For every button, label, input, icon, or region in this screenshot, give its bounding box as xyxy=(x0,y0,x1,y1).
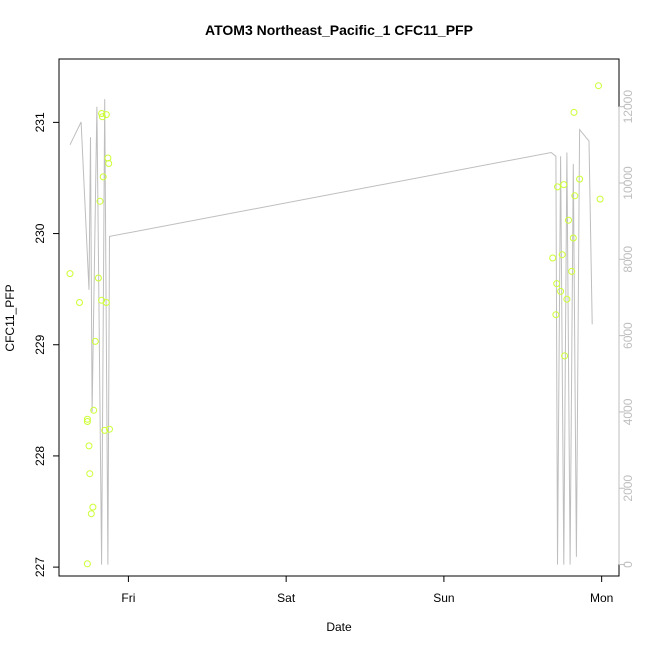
data-point-1 xyxy=(76,299,83,306)
data-point-22 xyxy=(106,425,113,433)
right-tick-label: 4000 xyxy=(621,398,635,425)
data-point-15 xyxy=(98,113,106,121)
data-point-11 xyxy=(94,274,102,282)
series-line-1 xyxy=(69,99,593,565)
data-point-17 xyxy=(101,426,109,434)
data-point-33 xyxy=(568,267,576,275)
data-point-16 xyxy=(99,173,107,181)
left-axis: 227 228 229 230 231 xyxy=(33,112,60,577)
data-point-21 xyxy=(105,160,113,167)
right-axis: 0 2000 4000 6000 8000 10000 12000 xyxy=(618,90,635,568)
data-point-8 xyxy=(89,503,97,511)
bottom-tick-label: Mon xyxy=(590,591,613,605)
right-tick-label: 8000 xyxy=(621,246,635,273)
data-point-4 xyxy=(83,560,91,568)
data-point-27 xyxy=(557,287,565,295)
data-point-2 xyxy=(83,418,91,425)
bottom-tick-label: Sat xyxy=(277,591,296,605)
data-point-25 xyxy=(553,280,561,288)
left-tick-label: 229 xyxy=(33,334,47,354)
data-point-3 xyxy=(83,415,91,423)
plot-frame xyxy=(58,58,620,577)
bottom-axis: Fri Sat Sun Mon xyxy=(121,575,613,605)
data-point-28 xyxy=(558,251,566,259)
data-point-10 xyxy=(91,337,99,345)
data-point-32 xyxy=(565,216,572,224)
y-axis-title: CFC11_PFP xyxy=(3,284,17,351)
data-point-37 xyxy=(576,175,584,183)
bottom-tick-label: Sun xyxy=(433,591,454,605)
left-tick-label: 230 xyxy=(33,223,47,243)
data-point-34 xyxy=(569,234,577,242)
data-point-29 xyxy=(560,181,568,189)
data-point-24 xyxy=(552,311,560,319)
data-point-30 xyxy=(561,352,569,360)
data-point-38 xyxy=(595,82,602,90)
data-point-35 xyxy=(570,108,578,116)
left-tick-label: 227 xyxy=(33,557,47,577)
x-axis-title: Date xyxy=(326,620,352,634)
data-point-23 xyxy=(549,254,557,262)
data-point-14 xyxy=(98,110,106,117)
data-point-39 xyxy=(596,195,604,203)
data-point-31 xyxy=(563,295,571,303)
data-point-36 xyxy=(571,192,579,200)
right-tick-label: 0 xyxy=(621,561,635,568)
data-point-18 xyxy=(102,299,110,306)
left-tick-label: 231 xyxy=(33,112,47,132)
right-tick-label: 10000 xyxy=(621,166,635,200)
data-point-12 xyxy=(96,197,104,205)
chart-title: ATOM3 Northeast_Pacific_1 CFC11_PFP xyxy=(205,22,473,38)
data-point-6 xyxy=(86,470,94,478)
data-point-26 xyxy=(554,183,561,191)
data-point-9 xyxy=(90,406,98,414)
data-point-19 xyxy=(102,111,110,119)
series-points xyxy=(66,82,604,568)
left-tick-label: 228 xyxy=(33,446,47,466)
right-tick-label: 6000 xyxy=(621,322,635,349)
data-point-5 xyxy=(85,442,93,450)
bottom-tick-label: Fri xyxy=(121,591,135,605)
data-point-7 xyxy=(87,510,95,518)
series-lines xyxy=(69,99,593,565)
data-point-0 xyxy=(66,270,74,278)
right-tick-label: 12000 xyxy=(621,90,635,124)
right-tick-label: 2000 xyxy=(621,475,635,502)
